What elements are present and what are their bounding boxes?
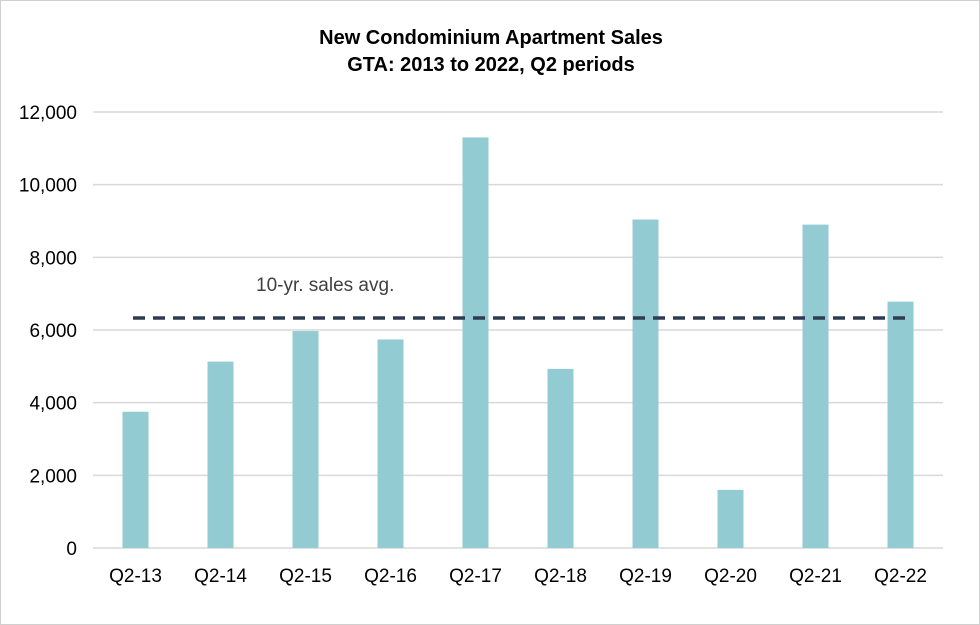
x-tick-label: Q2-21 [789,566,842,587]
x-tick-label: Q2-19 [619,566,672,587]
y-tick-label: 0 [66,539,77,560]
bar [632,219,659,548]
bar [207,361,234,548]
bars [122,137,914,548]
y-tick-label: 10,000 [19,176,77,197]
chart-subtitle: GTA: 2013 to 2022, Q2 periods [347,54,635,76]
bar [462,137,489,548]
bar [887,301,914,548]
average-reference-label: 10-yr. sales avg. [256,275,394,296]
x-tick-label: Q2-16 [364,566,417,587]
x-tick-label: Q2-22 [874,566,927,587]
bar [717,489,744,548]
y-tick-label: 2,000 [29,466,77,487]
x-tick-label: Q2-15 [279,566,332,587]
x-tick-label: Q2-17 [449,566,502,587]
gridlines [93,111,943,549]
bar [292,331,319,548]
y-tick-label: 8,000 [29,248,77,269]
y-tick-label: 12,000 [19,103,77,124]
x-tick-label: Q2-14 [194,566,247,587]
bar [547,368,574,548]
bar [122,411,149,548]
chart-title: New Condominium Apartment Sales [319,27,663,49]
x-tick-label: Q2-13 [109,566,162,587]
y-tick-label: 4,000 [29,394,77,415]
y-axis-ticks: 0 2,000 4,000 6,000 8,000 10,000 12,000 [19,103,77,560]
y-tick-label: 6,000 [29,321,77,342]
x-tick-label: Q2-18 [534,566,587,587]
bar [377,339,404,548]
x-tick-label: Q2-20 [704,566,757,587]
x-axis-ticks: Q2-13 Q2-14 Q2-15 Q2-16 Q2-17 Q2-18 Q2-19 Q2-20… [109,566,927,587]
bar [802,224,829,548]
